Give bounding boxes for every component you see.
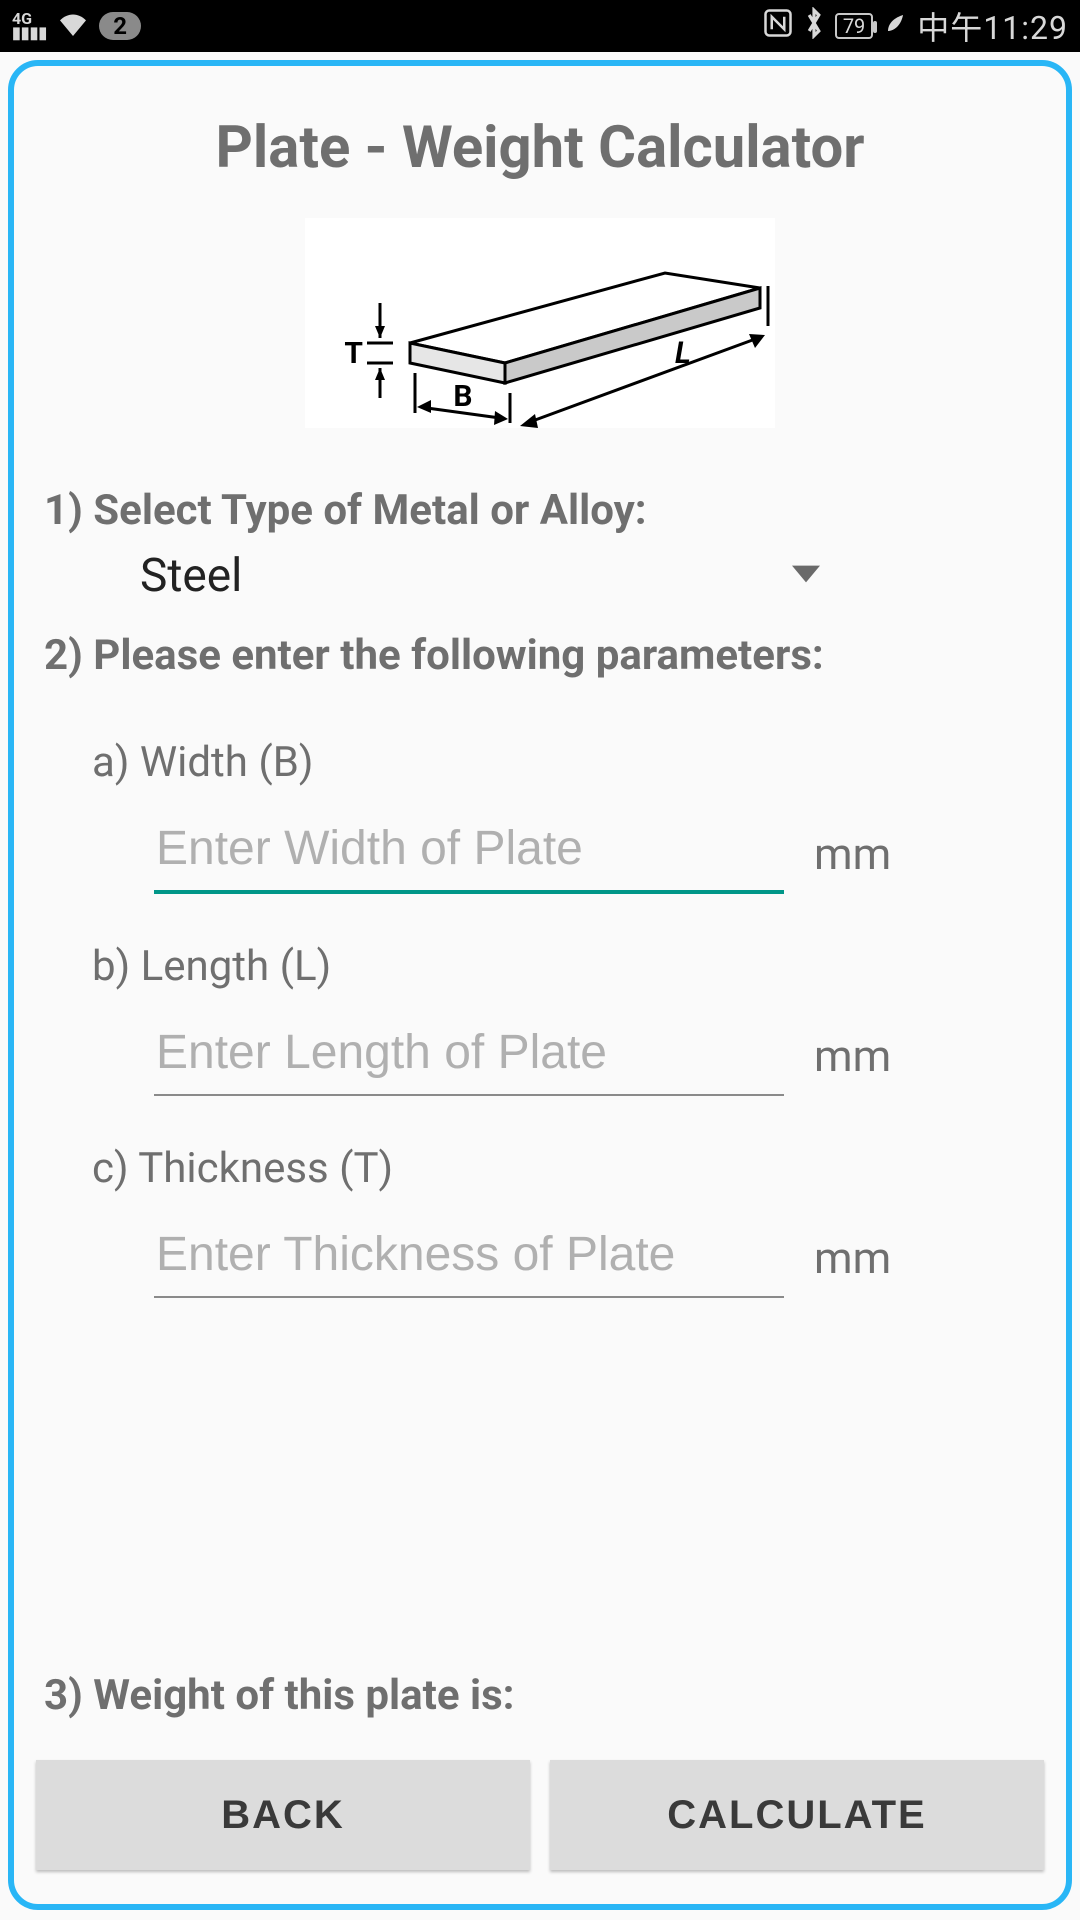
clock: 中午11:29 xyxy=(917,3,1068,49)
metal-type-dropdown[interactable]: Steel xyxy=(140,545,820,613)
length-row: mm xyxy=(154,1019,1006,1096)
nfc-icon xyxy=(763,8,793,45)
status-left: 4G ▮▮▮▮ 2 xyxy=(12,10,141,43)
width-row: mm xyxy=(154,815,1006,894)
length-input[interactable] xyxy=(154,1019,784,1096)
width-unit: mm xyxy=(814,828,891,894)
section-2-label: 2) Please enter the following parameters… xyxy=(44,631,1036,680)
thickness-row: mm xyxy=(154,1221,1006,1298)
status-right: 79 中午11:29 xyxy=(763,3,1068,49)
param-a-label: a) Width (B) xyxy=(92,738,1036,787)
metal-type-value: Steel xyxy=(140,549,242,603)
leaf-icon xyxy=(883,11,907,42)
thickness-input[interactable] xyxy=(154,1221,784,1298)
calculate-button[interactable]: CALCULATE xyxy=(550,1760,1044,1870)
width-input[interactable] xyxy=(154,815,784,894)
chevron-down-icon xyxy=(792,565,820,587)
network-icon: 4G ▮▮▮▮ xyxy=(12,12,47,40)
param-c-label: c) Thickness (T) xyxy=(92,1144,1036,1193)
calculator-card: Plate - Weight Calculator T B xyxy=(8,60,1072,1910)
status-bar: 4G ▮▮▮▮ 2 79 中午11:29 xyxy=(0,0,1080,52)
section-3-label: 3) Weight of this plate is: xyxy=(44,1671,1036,1720)
diagram-label-t: T xyxy=(344,336,363,371)
back-button[interactable]: BACK xyxy=(36,1760,530,1870)
diagram-label-l: L xyxy=(675,336,691,371)
notification-badge: 2 xyxy=(99,12,141,40)
page-title: Plate - Weight Calculator xyxy=(44,114,1036,182)
length-unit: mm xyxy=(814,1030,891,1096)
battery-icon: 79 xyxy=(835,13,873,39)
thickness-unit: mm xyxy=(814,1232,891,1298)
battery-level: 79 xyxy=(843,14,865,38)
signal-icon: ▮▮▮▮ xyxy=(12,23,47,42)
bluetooth-icon xyxy=(803,7,825,46)
button-row: BACK CALCULATE xyxy=(36,1760,1044,1870)
section-1-label: 1) Select Type of Metal or Alloy: xyxy=(44,486,1036,535)
param-b-label: b) Length (L) xyxy=(92,942,1036,991)
wifi-icon xyxy=(57,10,89,43)
plate-diagram: T B L xyxy=(44,218,1036,432)
diagram-label-b: B xyxy=(453,379,472,414)
